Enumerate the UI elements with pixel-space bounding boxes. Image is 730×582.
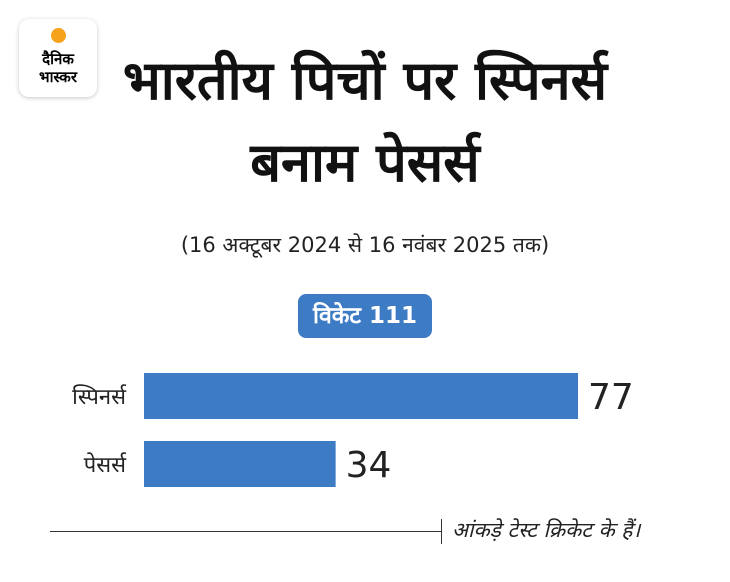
category-label: स्पिनर्स <box>72 384 127 410</box>
bar <box>144 441 336 487</box>
bar-value-label: 77 <box>588 377 634 418</box>
sun-dot-icon <box>51 28 66 43</box>
footnote: आंकड़े टेस्ट क्रिकेट के हैं। <box>452 518 641 542</box>
bar <box>144 373 578 419</box>
bar-value-label: 34 <box>346 445 392 486</box>
total-wickets-badge: विकेट 111 <box>298 294 432 338</box>
logo-text-line1: दैनिक <box>42 50 74 68</box>
footer-divider <box>50 531 442 532</box>
chart-subtitle: (16 अक्टूबर 2024 से 16 नवंबर 2025 तक) <box>180 233 550 257</box>
chart-title: भारतीय पिचों पर स्पिनर्स बनाम पेसर्स <box>122 49 608 194</box>
logo-text-line2: भास्कर <box>39 68 77 86</box>
bar-chart: स्पिनर्स 77 पेसर्स 34 <box>72 373 634 487</box>
category-label: पेसर्स <box>84 452 127 478</box>
footer-divider-tick <box>441 519 442 544</box>
dainik-bhaskar-logo: दैनिक भास्कर <box>19 19 97 97</box>
